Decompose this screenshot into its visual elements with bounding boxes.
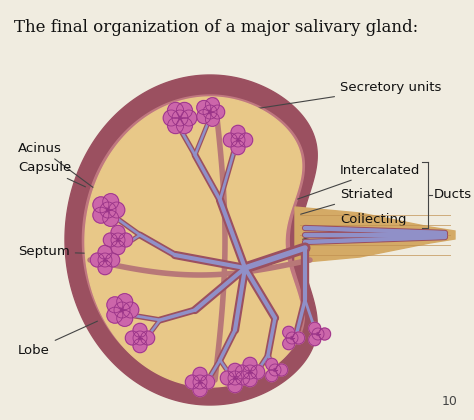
Circle shape [107,297,123,313]
Circle shape [117,294,133,310]
Circle shape [168,102,183,118]
Circle shape [236,371,250,385]
Circle shape [103,194,118,210]
Circle shape [266,358,278,370]
Circle shape [228,363,242,377]
Text: Secretory units: Secretory units [218,81,441,115]
Text: Striated: Striated [301,189,393,214]
Circle shape [111,241,125,255]
Circle shape [211,105,225,119]
Circle shape [223,133,237,147]
Circle shape [243,365,257,379]
Circle shape [269,364,281,376]
Circle shape [91,253,104,267]
Circle shape [283,326,295,338]
Circle shape [114,302,130,318]
Text: Ducts: Ducts [434,189,472,202]
Circle shape [176,118,192,134]
Polygon shape [295,207,455,263]
Circle shape [111,225,125,239]
Circle shape [235,365,249,379]
Circle shape [106,253,120,267]
Circle shape [286,332,298,344]
Circle shape [125,331,139,345]
Circle shape [93,207,109,223]
Circle shape [193,375,207,389]
Circle shape [283,338,295,350]
Circle shape [98,253,112,267]
Circle shape [111,233,125,247]
Text: Acinus: Acinus [18,142,108,198]
Circle shape [203,105,217,119]
Circle shape [176,102,192,118]
Text: Collecting: Collecting [303,213,407,239]
Text: Capsule: Capsule [18,162,85,187]
Circle shape [220,371,234,385]
Polygon shape [85,97,301,387]
Circle shape [266,370,278,382]
Circle shape [100,202,116,218]
Text: 10: 10 [442,395,458,408]
Circle shape [231,125,245,139]
Circle shape [309,334,321,346]
Circle shape [185,375,199,389]
Circle shape [163,110,179,126]
Circle shape [133,323,147,337]
Text: Septum: Septum [18,246,145,258]
Circle shape [243,373,257,387]
Circle shape [197,100,211,115]
Circle shape [319,328,330,340]
Text: Lobe: Lobe [18,321,98,357]
Circle shape [228,379,242,393]
Circle shape [93,197,109,213]
Circle shape [292,332,305,344]
Circle shape [168,118,183,134]
Circle shape [98,261,112,275]
Circle shape [103,210,118,226]
Circle shape [109,202,125,218]
Text: Intercalated: Intercalated [298,163,420,199]
Circle shape [123,302,139,318]
Circle shape [98,245,112,259]
Circle shape [275,364,288,376]
Circle shape [193,383,207,397]
Circle shape [133,331,147,345]
Circle shape [107,307,123,323]
Circle shape [231,133,245,147]
Circle shape [118,233,133,247]
Circle shape [201,375,215,389]
Circle shape [103,233,117,247]
Polygon shape [82,95,304,386]
Circle shape [231,141,245,155]
Circle shape [181,110,197,126]
Circle shape [193,368,207,381]
Polygon shape [65,75,317,405]
Circle shape [141,331,155,345]
Circle shape [133,339,147,353]
Circle shape [117,310,133,326]
Text: The final organization of a major salivary gland:: The final organization of a major saliva… [14,19,418,37]
Circle shape [228,371,242,385]
Circle shape [172,110,188,126]
Circle shape [312,328,324,340]
Circle shape [197,110,211,123]
Circle shape [243,357,257,371]
Circle shape [251,365,264,379]
Circle shape [239,133,253,147]
Circle shape [309,322,321,334]
Circle shape [205,98,219,112]
Circle shape [205,112,219,126]
